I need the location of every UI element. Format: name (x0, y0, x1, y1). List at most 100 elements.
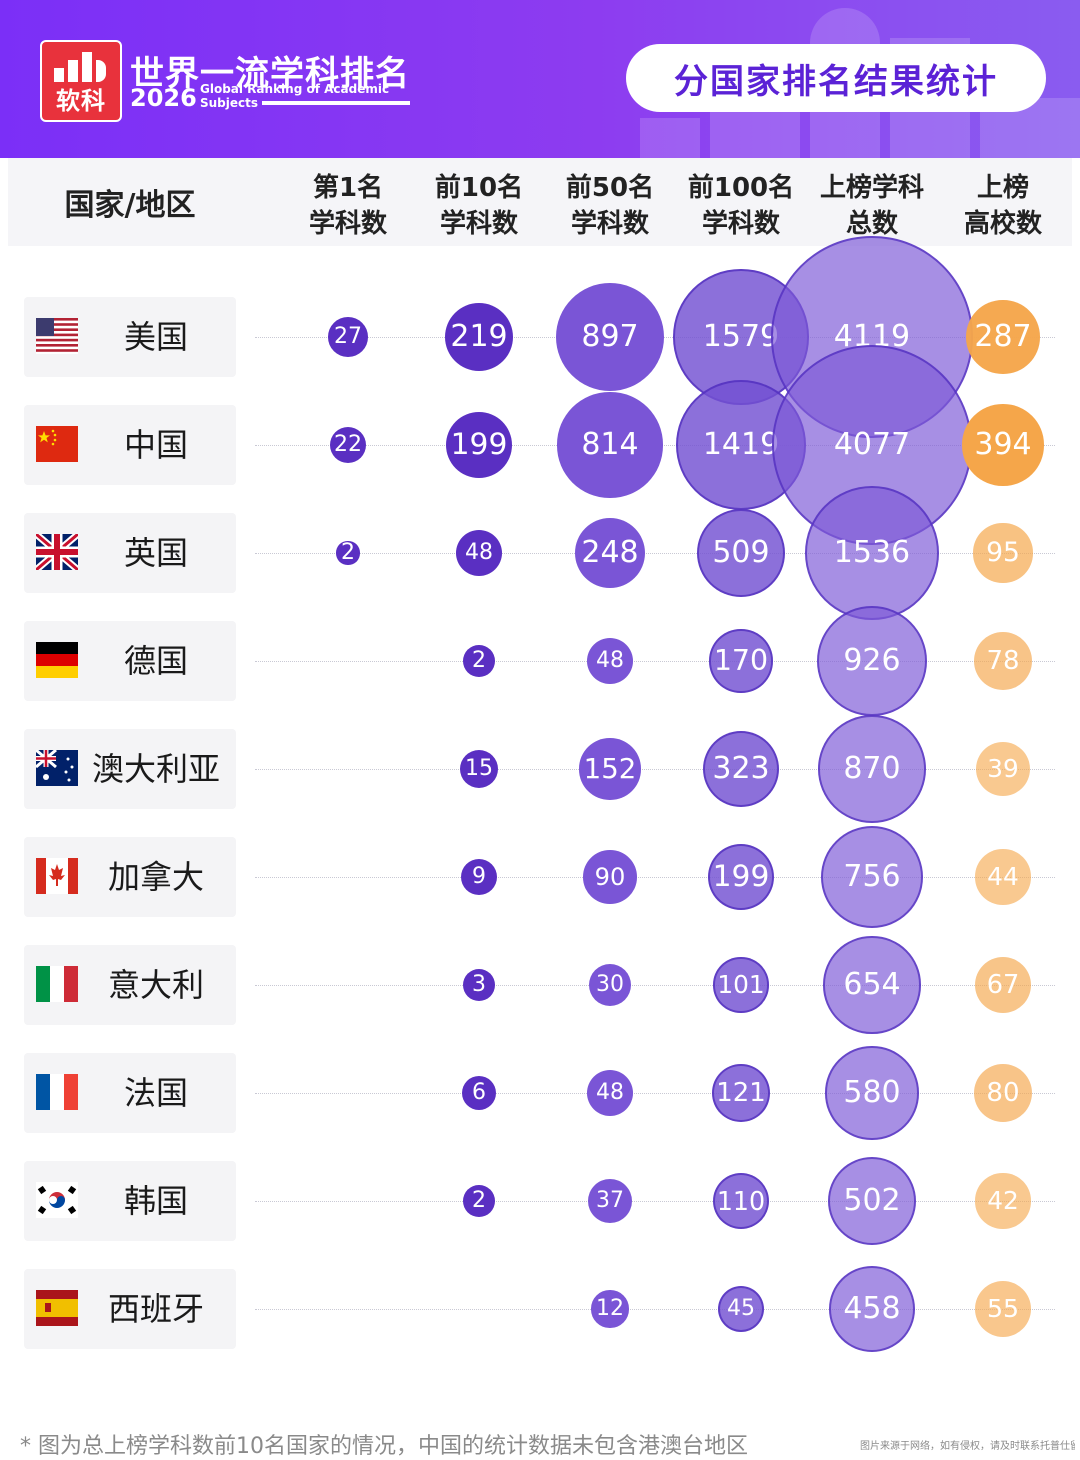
bubble-top100: 509 (696, 508, 786, 598)
country-label: 美国 (24, 297, 236, 377)
brand-year: 2026 (130, 84, 197, 112)
country-label: 韩国 (24, 1161, 236, 1241)
bubble-top100: 45 (717, 1285, 765, 1333)
korea-flag-icon (36, 1182, 78, 1218)
country-label: 西班牙 (24, 1269, 236, 1349)
bubble-universities: 44 (975, 849, 1031, 905)
bubble-top50: 12 (591, 1290, 629, 1328)
bubble-top50: 90 (583, 850, 637, 904)
bubble-top10: 199 (445, 411, 513, 479)
bubble-universities: 39 (975, 741, 1031, 797)
column-header-line: 前10名 (434, 173, 524, 203)
brand-underline (262, 101, 410, 105)
column-header-line: 学科数 (308, 209, 387, 239)
column-header-total-subjects: 上榜学科 总数 (807, 170, 937, 242)
row-guide-line (255, 1093, 1055, 1094)
column-header-line: 高校数 (963, 209, 1042, 239)
column-header-bar (8, 158, 1072, 246)
italy-flag-icon (36, 966, 78, 1002)
bubble-universities: 95 (973, 523, 1033, 583)
column-header-top100: 前100名 学科数 (676, 170, 806, 242)
column-header-country: 国家/地区 (64, 188, 196, 223)
column-header-line: 上榜学科 (819, 173, 924, 203)
row-guide-line (255, 661, 1055, 662)
column-header-line: 上榜 (976, 173, 1029, 203)
bubble-top10: 6 (461, 1075, 497, 1111)
country-name: 澳大利亚 (91, 750, 220, 788)
bubble-top50: 48 (586, 637, 634, 685)
bubble-top50: 814 (557, 392, 663, 498)
bubble-total-subjects: 654 (823, 936, 921, 1034)
bubble-top50: 30 (588, 963, 632, 1007)
page-title: 分国家排名结果统计 (626, 44, 1046, 112)
bubble-rank1: 2 (336, 540, 360, 565)
header-banner: 软科 世界一流学科排名 2026 Global Ranking of Acade… (0, 0, 1080, 158)
bubble-total-subjects: 756 (820, 825, 924, 929)
column-header-line: 学科数 (570, 209, 649, 239)
logo-text: 软科 (56, 87, 106, 115)
column-header-line: 学科数 (701, 209, 780, 239)
row-guide-line (255, 877, 1055, 878)
us-flag-icon (36, 318, 78, 354)
bubble-rank1: 22 (329, 426, 367, 464)
column-header-line: 前100名 (687, 173, 795, 203)
bubble-top100: 121 (712, 1064, 770, 1122)
column-header-top50: 前50名 学科数 (545, 170, 675, 242)
france-flag-icon (36, 1074, 78, 1110)
column-header-rank1: 第1名 学科数 (283, 170, 413, 242)
bubble-top100: 110 (712, 1172, 770, 1230)
bubble-total-subjects: 926 (816, 605, 928, 717)
brand-title: 世界一流学科排名 (130, 54, 410, 94)
bubble-universities: 287 (966, 300, 1040, 374)
bubble-top50: 37 (587, 1178, 633, 1224)
country-label: 法国 (24, 1053, 236, 1133)
footer-note: * 图为总上榜学科数前10名国家的情况，中国的统计数据未包含港澳台地区 (20, 1434, 748, 1459)
bubble-total-subjects: 870 (818, 715, 926, 823)
country-name: 西班牙 (107, 1290, 204, 1328)
country-label: 中国 (24, 405, 236, 485)
bubble-top10: 15 (459, 749, 499, 789)
column-header-line: 第1名 (312, 173, 384, 203)
bubble-total-subjects: 1536 (805, 486, 939, 620)
bubble-universities: 394 (962, 404, 1044, 486)
country-name: 德国 (123, 642, 188, 680)
spain-flag-icon (36, 1290, 78, 1326)
bubble-total-subjects: 458 (829, 1266, 915, 1352)
country-name: 美国 (123, 318, 188, 356)
column-header-line: 学科数 (439, 209, 518, 239)
column-header-line: 前50名 (565, 173, 655, 203)
bubble-top10: 3 (462, 968, 496, 1002)
bubble-top10: 48 (455, 529, 503, 577)
bubble-total-subjects: 502 (827, 1156, 917, 1246)
building-silhouette (640, 118, 700, 158)
bubble-top10: 2 (463, 645, 495, 677)
bubble-total-subjects: 580 (825, 1046, 919, 1140)
bubble-top10: 2 (463, 1185, 495, 1217)
column-header-line: 总数 (845, 209, 898, 239)
bubble-top100: 170 (709, 629, 773, 693)
row-guide-line (255, 1309, 1055, 1310)
country-label: 德国 (24, 621, 236, 701)
bubble-top50: 248 (574, 517, 646, 589)
australia-flag-icon (35, 748, 78, 786)
bubble-top100: 199 (707, 843, 775, 911)
row-guide-line (255, 985, 1055, 986)
country-name: 英国 (123, 534, 188, 572)
country-label: 加拿大 (24, 837, 236, 917)
bubble-universities: 80 (974, 1064, 1032, 1122)
brand-subtitle: Global Ranking of Academic Subjects (200, 82, 390, 110)
country-name: 法国 (123, 1074, 188, 1112)
country-label: 英国 (24, 513, 236, 593)
bubble-top50: 152 (579, 738, 641, 800)
footer-credit: 图片来源于网络，如有侵权，请及时联系托普仕留学删 (860, 1441, 1075, 1452)
row-guide-line (255, 553, 1055, 554)
bubble-top50: 48 (586, 1069, 634, 1117)
germany-flag-icon (36, 642, 78, 678)
china-flag-icon (36, 426, 78, 462)
bubble-top100: 323 (702, 730, 780, 808)
country-label: 意大利 (24, 945, 236, 1025)
bubble-top10: 219 (445, 303, 513, 371)
bubble-universities: 67 (974, 956, 1032, 1014)
column-header-universities: 上榜 高校数 (938, 170, 1068, 242)
column-header-top10: 前10名 学科数 (414, 170, 544, 242)
